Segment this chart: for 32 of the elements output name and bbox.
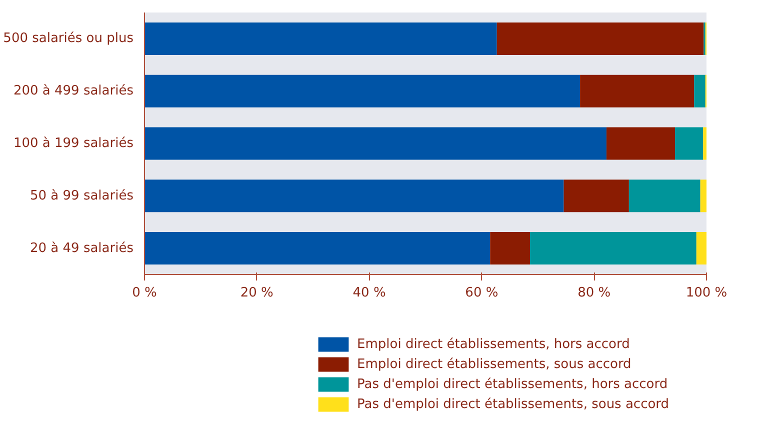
bar bbox=[496, 22, 704, 55]
legend-label: Emploi direct établissements, sous accord bbox=[357, 356, 632, 372]
y-tick-label: 500 salariés ou plus bbox=[3, 31, 134, 46]
x-tick-label: 20 % bbox=[240, 286, 274, 300]
bar bbox=[144, 180, 564, 212]
bar bbox=[606, 127, 676, 160]
bar bbox=[530, 232, 696, 265]
legend-label: Pas d'emploi direct établissements, hors accord bbox=[357, 376, 668, 392]
legend-label: Emploi direct établissements, hors accord bbox=[357, 336, 630, 352]
y-tick-label: 100 à 199 salariés bbox=[13, 136, 134, 151]
bar bbox=[628, 180, 700, 212]
bar bbox=[696, 232, 706, 265]
bar bbox=[490, 232, 530, 265]
bar bbox=[675, 127, 704, 160]
bar bbox=[144, 74, 580, 108]
x-tick-label: 60 % bbox=[465, 286, 498, 300]
bar bbox=[694, 74, 706, 108]
bar bbox=[703, 127, 706, 160]
bar bbox=[144, 22, 497, 55]
y-tick-label: 50 à 99 salariés bbox=[30, 188, 134, 204]
bar bbox=[144, 232, 490, 265]
y-tick-label: 20 à 49 salariés bbox=[30, 240, 134, 256]
x-tick-label: 40 % bbox=[352, 286, 386, 300]
y-tick-label: 200 à 499 salariés bbox=[13, 84, 134, 99]
bar bbox=[580, 74, 694, 108]
bar bbox=[564, 180, 629, 212]
x-tick-label: 100 % bbox=[686, 286, 728, 300]
legend-label: Pas d'emploi direct établissements, sous accord bbox=[357, 396, 670, 412]
bar bbox=[144, 127, 606, 160]
bar bbox=[700, 180, 706, 212]
x-tick-label: 0 % bbox=[132, 286, 157, 300]
x-tick-label: 80 % bbox=[578, 286, 611, 300]
